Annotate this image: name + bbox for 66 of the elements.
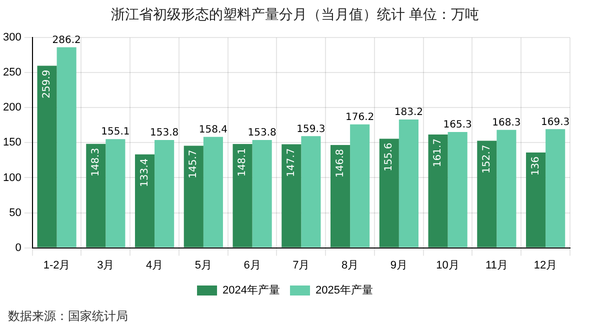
data-label: 176.2 (346, 112, 374, 123)
bar (448, 132, 468, 248)
data-label: 159.3 (296, 124, 326, 135)
data-label: 148.3 (90, 148, 102, 177)
bar (428, 134, 448, 248)
data-label: 147.7 (286, 148, 297, 177)
data-label: 169.3 (541, 116, 570, 128)
data-label: 152.7 (482, 144, 493, 174)
data-label: 155.6 (384, 142, 395, 172)
bar (203, 136, 223, 248)
legend-label: 2024年产量 (222, 284, 280, 297)
y-tick-label: 100 (2, 172, 22, 184)
x-tick-label: 4月 (146, 259, 164, 272)
data-label: 158.4 (198, 124, 228, 136)
bar (282, 144, 302, 248)
bar (184, 146, 204, 248)
data-label: 148.1 (237, 148, 248, 177)
y-tick-label: 300 (2, 32, 22, 44)
bar (134, 154, 155, 248)
bar (37, 66, 57, 248)
bar (496, 130, 516, 248)
x-tick-label: 5月 (194, 259, 212, 272)
bar (546, 129, 566, 248)
y-tick-label: 250 (2, 66, 22, 79)
data-label: 155.1 (101, 126, 130, 138)
data-label: 145.7 (188, 150, 200, 178)
bar (86, 144, 106, 248)
data-label: 136 (530, 156, 542, 176)
bar (350, 124, 370, 248)
data-label: 153.8 (150, 128, 179, 139)
data-label: 161.7 (432, 138, 444, 168)
bar (232, 144, 252, 248)
bar (301, 136, 321, 248)
legend-label: 2025年产量 (316, 284, 373, 297)
bar (526, 152, 546, 248)
bar (398, 119, 418, 248)
x-tick-label: 11月 (485, 259, 508, 272)
bar (379, 138, 399, 248)
data-label: 146.8 (334, 148, 346, 178)
source-note: 数据来源：国家统计局 (8, 308, 128, 325)
x-tick-label: 6月 (244, 259, 261, 272)
data-label: 259.9 (42, 70, 53, 98)
chart-title: 浙江省初级形态的塑料产量分月（当月值）统计 单位：万吨 (110, 6, 480, 24)
x-tick-label: 8月 (341, 259, 359, 272)
bar (330, 144, 350, 248)
bar (252, 140, 272, 248)
data-label: 286.2 (52, 34, 81, 46)
x-tick-label: 10月 (436, 259, 460, 272)
bar (154, 140, 174, 248)
bar (56, 47, 76, 248)
x-tick-label: 1-2月 (43, 259, 70, 272)
y-tick-label: 0 (15, 242, 22, 254)
data-label: 168.3 (492, 117, 521, 128)
x-tick-label: 7月 (292, 259, 310, 272)
data-label: 133.4 (139, 158, 150, 187)
y-tick-label: 200 (2, 102, 22, 114)
data-label: 165.3 (443, 120, 472, 131)
x-tick-label: 12月 (534, 259, 558, 272)
x-tick-label: 3月 (97, 259, 114, 272)
y-tick-label: 50 (9, 206, 22, 219)
bar (477, 140, 497, 248)
data-label: 183.2 (394, 107, 424, 118)
bar (106, 139, 126, 248)
x-tick-label: 9月 (390, 259, 408, 272)
data-label: 153.8 (248, 128, 276, 139)
y-tick-label: 150 (2, 136, 22, 149)
